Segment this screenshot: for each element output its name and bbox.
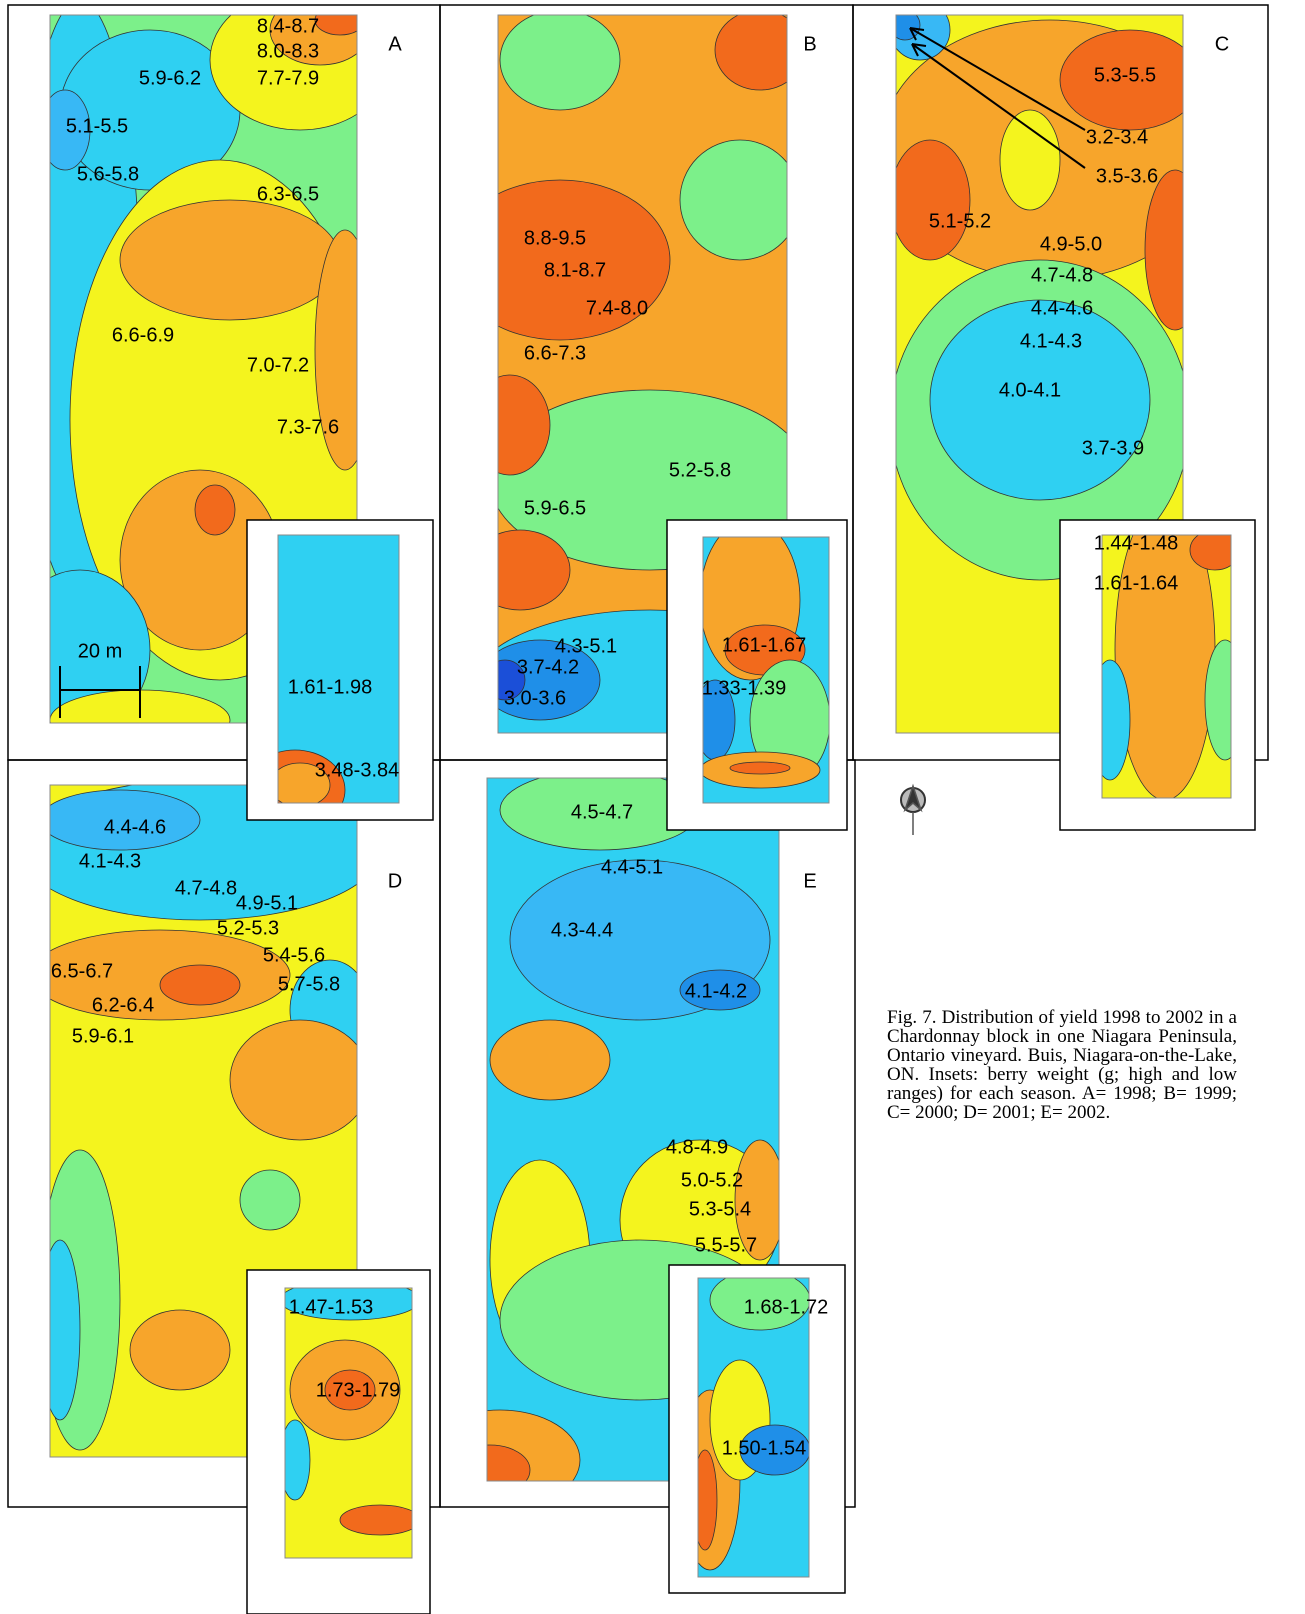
contour-label: 5.9-6.2: [139, 67, 201, 89]
panel-letter: A: [388, 33, 402, 55]
contour-label: 4.9-5.0: [1040, 233, 1102, 255]
inset-label: 1.61-1.64: [1094, 572, 1179, 594]
figure: A 8.4-8.7 8.0-8.3 7.7-7.9 5.9-6.2 5.1-5.5 5.6-…: [0, 0, 1305, 1614]
contour-zone: [130, 1310, 230, 1390]
contour-label: 5.2-5.8: [669, 459, 731, 481]
contour-label: 5.9-6.5: [524, 497, 586, 519]
contour-label: 5.0-5.2: [681, 1169, 743, 1191]
contour-label: 5.2-5.3: [217, 917, 279, 939]
contour-zone: [160, 965, 240, 1005]
panel-letter: E: [803, 870, 816, 892]
caption: Fig. 7. Distribution of yield 1998 to 20…: [887, 1008, 1237, 1122]
contour-label: 3.7-3.9: [1082, 437, 1144, 459]
figure-canvas: A 8.4-8.7 8.0-8.3 7.7-7.9 5.9-6.2 5.1-5.5 5.6-…: [0, 0, 1305, 1614]
contour-label: 4.8-4.9: [666, 1136, 728, 1158]
contour-label: 7.7-7.9: [257, 67, 319, 89]
contour-label: 4.1-4.3: [79, 850, 141, 872]
contour-label: 3.5-3.6: [1096, 165, 1158, 187]
contour-zone: [1145, 170, 1205, 330]
contour-zone: [470, 375, 550, 475]
contour-zone: [450, 1445, 530, 1495]
contour-label: 8.1-8.7: [544, 259, 606, 281]
contour-zone: [715, 10, 805, 90]
contour-label: 4.4-4.6: [104, 816, 166, 838]
contour-label: 5.7-5.8: [278, 973, 340, 995]
contour-label: 4.1-4.3: [1020, 330, 1082, 352]
contour-zone: [40, 1240, 80, 1420]
contour-label: 4.7-4.8: [175, 877, 237, 899]
contour-label: 3.7-4.2: [517, 656, 579, 678]
inset-label: 3.48-3.84: [315, 759, 400, 781]
panel-letter: D: [388, 870, 402, 892]
contour-label: 4.4-4.6: [1031, 297, 1093, 319]
contour-label: 4.3-4.4: [551, 919, 613, 941]
contour-zone: [340, 1505, 420, 1535]
inset-label: 1.73-1.79: [316, 1379, 401, 1401]
inset-map: [280, 1280, 420, 1558]
contour-zone: [195, 485, 235, 535]
contour-label: 5.9-6.1: [72, 1025, 134, 1047]
contour-label: 7.4-8.0: [586, 297, 648, 319]
contour-label: 5.5-5.7: [695, 1234, 757, 1256]
inset-label: 1.61-1.67: [722, 634, 807, 656]
contour-label: 4.3-5.1: [555, 635, 617, 657]
inset-label: 1.68-1.72: [744, 1296, 829, 1318]
inset-label: 1.61-1.98: [288, 676, 373, 698]
contour-label: 4.7-4.8: [1031, 264, 1093, 286]
inset-map: [695, 520, 830, 803]
contour-label: 3.2-3.4: [1086, 126, 1148, 148]
contour-label: 6.6-7.3: [524, 342, 586, 364]
contour-zone: [1000, 110, 1060, 210]
inset-label: 1.50-1.54: [722, 1437, 807, 1459]
contour-label: 5.1-5.5: [66, 115, 128, 137]
contour-label: 6.3-6.5: [257, 183, 319, 205]
contour-zone: [730, 762, 790, 774]
contour-zone: [120, 200, 340, 320]
contour-zone: [680, 140, 800, 260]
contour-label: 3.0-3.6: [504, 687, 566, 709]
contour-label: 4.4-5.1: [601, 856, 663, 878]
panel-letter: C: [1215, 33, 1229, 55]
contour-label: 6.6-6.9: [112, 324, 174, 346]
contour-zone: [500, 10, 620, 110]
contour-label: 4.5-4.7: [571, 801, 633, 823]
contour-label: 4.0-4.1: [999, 379, 1061, 401]
contour-label: 8.4-8.7: [257, 15, 319, 37]
inset-label: 1.47-1.53: [289, 1296, 374, 1318]
contour-label: 5.3-5.5: [1094, 64, 1156, 86]
contour-label: 4.1-4.2: [685, 980, 747, 1002]
contour-label: 5.3-5.4: [689, 1198, 751, 1220]
contour-zone: [890, 140, 970, 260]
contour-label: 5.1-5.2: [929, 210, 991, 232]
contour-label: 5.6-5.8: [77, 163, 139, 185]
inset-label: 1.33-1.39: [702, 677, 787, 699]
contour-zone: [230, 1020, 370, 1140]
contour-label: 7.0-7.2: [247, 354, 309, 376]
contour-label: 6.2-6.4: [92, 994, 154, 1016]
contour-zone: [490, 1020, 610, 1100]
inset-label: 1.44-1.48: [1094, 532, 1179, 554]
contour-label: 8.8-9.5: [524, 227, 586, 249]
scale-label: 20 m: [78, 640, 122, 662]
contour-label: 5.4-5.6: [263, 944, 325, 966]
contour-label: 8.0-8.3: [257, 40, 319, 62]
panel-letter: B: [803, 33, 816, 55]
contour-label: 7.3-7.6: [277, 416, 339, 438]
contour-label: 6.5-6.7: [51, 960, 113, 982]
contour-label: 4.9-5.1: [236, 892, 298, 914]
contour-zone: [470, 530, 570, 610]
contour-zone: [240, 1170, 300, 1230]
